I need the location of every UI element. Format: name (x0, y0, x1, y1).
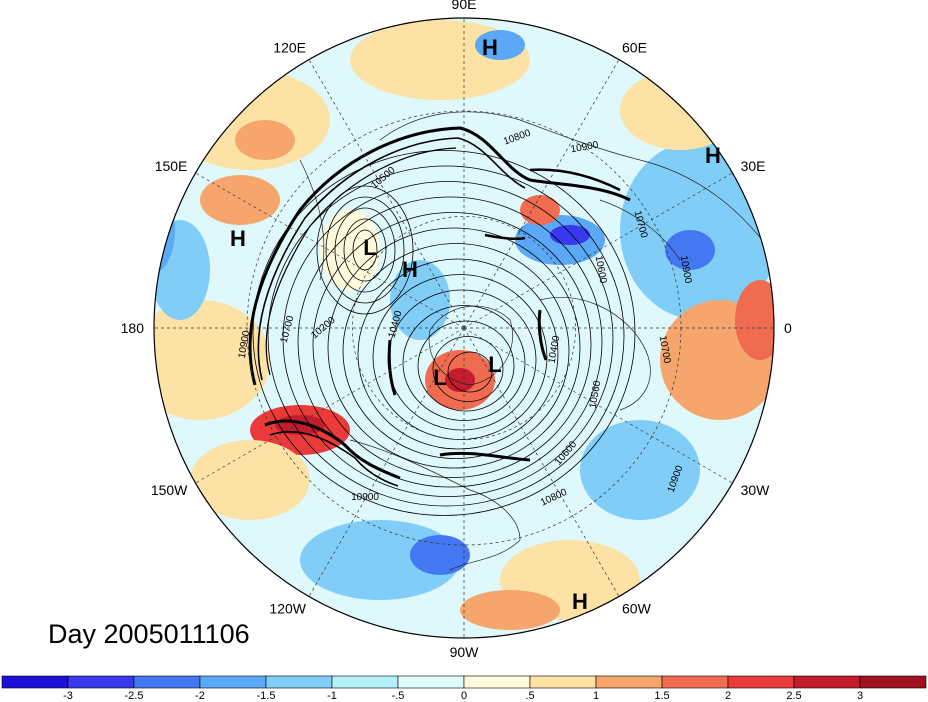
colorbar-tick-label: 2.5 (786, 690, 801, 702)
colorbar-tick-label: -3 (63, 690, 73, 702)
high-center-high-north: H (482, 35, 498, 60)
latitude-circle (352, 216, 576, 440)
longitude-label-90w: 90W (450, 644, 480, 660)
height-contour (316, 185, 414, 315)
height-contour (352, 229, 378, 271)
height-contour (432, 336, 504, 402)
low-center-low-pole-left: L (433, 365, 446, 390)
contour-label: 10900 (570, 140, 600, 156)
height-contour (334, 207, 396, 293)
colorbar-tick-label: 3 (857, 690, 863, 702)
contour-label: 10700 (657, 335, 673, 365)
contour-label: 10400 (547, 334, 563, 364)
colorbar-tick-label: 1.5 (654, 690, 669, 702)
colorbar-swatch (397, 675, 465, 689)
colorbar-swatch (1, 675, 69, 689)
high-center-high-center-west: H (402, 257, 418, 282)
meridian-line (308, 59, 465, 329)
colorbar-tick-label: -1 (327, 690, 337, 702)
height-contour (372, 274, 548, 440)
meridian-line (195, 172, 465, 329)
colorbar-swatch (595, 675, 663, 689)
height-contour (342, 243, 570, 459)
meridian-line (308, 327, 465, 597)
contour-label: 10900 (351, 492, 379, 503)
contour-label: 10560 (588, 379, 604, 409)
height-contour (447, 351, 493, 393)
contour-label: 10600 (593, 255, 609, 285)
colorbar-tick-label: 1 (593, 690, 599, 702)
colorbar-swatch (331, 675, 399, 689)
pressure-centers: H H H H H L L L (230, 35, 721, 614)
colorbar-swatch (529, 675, 597, 689)
longitude-label-60e: 60E (622, 39, 647, 55)
colorbar-swatch (793, 675, 861, 689)
anomaly-field (154, 18, 774, 638)
colorbar-tick-label: -2.5 (125, 690, 144, 702)
longitude-label-120e: 120E (273, 39, 306, 55)
contour-label: 10900 (237, 329, 253, 359)
colorbar-swatch (727, 675, 795, 689)
longitude-label-150w: 150W (151, 482, 188, 498)
colorbar-swatch (67, 675, 135, 689)
meridian-line (195, 327, 465, 484)
longitude-label-0: 0 (784, 320, 792, 336)
colorbar: -3 -2.5 -2 -1.5 -1 -.5 0 .5 1 1.5 2 2.5 3 (1, 675, 927, 702)
longitude-label-60w: 60W (622, 601, 652, 617)
height-contour (417, 320, 515, 412)
colorbar-tick-label: -1.5 (257, 690, 276, 702)
colorbar-tick-label: -.5 (392, 690, 405, 702)
meridian-line (463, 327, 733, 484)
map-title: Day 2005011106 (48, 619, 250, 649)
jet-contours (248, 126, 631, 487)
colorbar-swatch (199, 675, 267, 689)
longitude-label-30e: 30E (741, 158, 766, 174)
map-border (153, 17, 775, 639)
colorbar-tick-label: .5 (525, 690, 534, 702)
longitude-label-30w: 30W (741, 482, 771, 498)
colorbar-tick-label: 0 (461, 690, 467, 702)
height-contours (252, 150, 636, 516)
height-contour (297, 196, 603, 488)
meridian-line (463, 172, 733, 329)
meridian-line (463, 59, 620, 329)
high-center-high-northeast: H (705, 143, 721, 168)
height-contour (282, 181, 614, 497)
height-contour (327, 227, 581, 469)
height-contour (252, 150, 636, 516)
height-contour (357, 258, 559, 450)
low-center-low-west: L (363, 235, 376, 260)
longitude-label-150e: 150E (155, 158, 188, 174)
height-contour (325, 196, 405, 304)
colorbar-tick-label: 2 (725, 690, 731, 702)
contour-label: 10900 (678, 255, 694, 285)
high-center-high-west: H (230, 226, 246, 251)
longitude-label-90e: 90E (452, 0, 477, 12)
height-contour (312, 212, 592, 478)
latitude-circle (246, 110, 682, 546)
longitude-label-180: 180 (121, 320, 145, 336)
colorbar-tick-label: -2 (195, 690, 205, 702)
high-center-high-southeast: H (572, 589, 588, 614)
graticule (154, 18, 774, 638)
colorbar-swatch (265, 675, 333, 689)
low-center-low-pole-right: L (488, 352, 501, 377)
longitude-labels: 90E 60E 30E 0 30W 60W 90W 120W 150W 180 150E 120E (121, 0, 792, 660)
meridian-line (463, 327, 620, 597)
colorbar-swatch (661, 675, 729, 689)
height-contour (343, 218, 387, 282)
colorbar-swatch (133, 675, 201, 689)
colorbar-swatch (859, 675, 927, 689)
colorbar-swatch (463, 675, 531, 689)
longitude-label-120w: 120W (269, 601, 306, 617)
height-contour (267, 165, 625, 507)
coastlines (299, 111, 771, 571)
